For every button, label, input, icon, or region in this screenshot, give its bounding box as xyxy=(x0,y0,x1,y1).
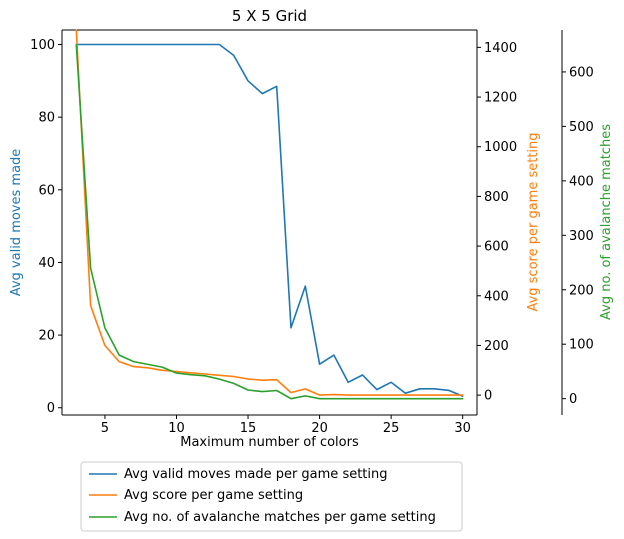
legend-label-valid-moves: Avg valid moves made per game setting xyxy=(124,467,388,482)
y-right-avalanche-tick-label: 600 xyxy=(569,65,594,80)
y-right-score-tick-label: 1000 xyxy=(484,140,517,155)
y-right-avalanche-tick-label: 200 xyxy=(569,283,594,298)
x-axis-title: Maximum number of colors xyxy=(180,435,359,450)
tick-layer: 5 10 15 20 25 3002040608010002004006008001000… xyxy=(30,38,594,436)
y-right-score-tick-label: 1200 xyxy=(484,91,517,106)
y-axis-left-title: Avg valid moves made xyxy=(9,149,24,297)
y-left-tick-label: 80 xyxy=(38,111,55,126)
x-tick-label: 20 xyxy=(311,421,328,436)
y-right-avalanche-tick-label: 500 xyxy=(569,120,594,135)
series-layer xyxy=(75,29,464,400)
y-left-tick-label: 20 xyxy=(38,329,55,344)
series-line-score xyxy=(75,29,464,396)
legend-box xyxy=(80,461,463,532)
y-right-avalanche-tick-label: 300 xyxy=(569,229,594,244)
y-right-avalanche-tick-label: 0 xyxy=(569,392,577,407)
y-right-score-tick-label: 600 xyxy=(484,240,509,255)
legend-label-avalanche: Avg no. of avalanche matches per game se… xyxy=(124,510,436,525)
x-tick-label: 15 xyxy=(240,421,257,436)
x-tick-label: 25 xyxy=(383,421,400,436)
y-right-score-tick-label: 400 xyxy=(484,289,509,304)
y-right-score-tick-label: 200 xyxy=(484,339,509,354)
y-axis-right-avalanche-title: Avg no. of avalanche matches xyxy=(599,124,614,320)
series-line-avalanche xyxy=(75,43,464,400)
y-right-score-tick-label: 800 xyxy=(484,190,509,205)
y-right-score-tick-label: 1400 xyxy=(484,41,517,56)
y-right-score-tick-label: 0 xyxy=(484,389,492,404)
y-right-avalanche-tick-label: 400 xyxy=(569,174,594,189)
x-tick-label: 10 xyxy=(168,421,185,436)
y-axis-right-score-title: Avg score per game setting xyxy=(526,132,541,311)
chart-title: 5 X 5 Grid xyxy=(232,7,307,25)
series-line-valid-moves xyxy=(75,43,464,397)
plot-frame xyxy=(61,29,563,416)
legend-label-score: Avg score per game setting xyxy=(124,488,303,503)
legend: Avg valid moves made per game setting Av… xyxy=(80,461,463,532)
y-right-avalanche-tick-label: 100 xyxy=(569,338,594,353)
y-left-tick-label: 100 xyxy=(30,38,55,53)
x-tick-label: 5 xyxy=(101,421,109,436)
y-left-tick-label: 40 xyxy=(38,256,55,271)
y-left-tick-label: 0 xyxy=(47,401,55,416)
y-left-tick-label: 60 xyxy=(38,183,55,198)
x-tick-label: 30 xyxy=(454,421,471,436)
